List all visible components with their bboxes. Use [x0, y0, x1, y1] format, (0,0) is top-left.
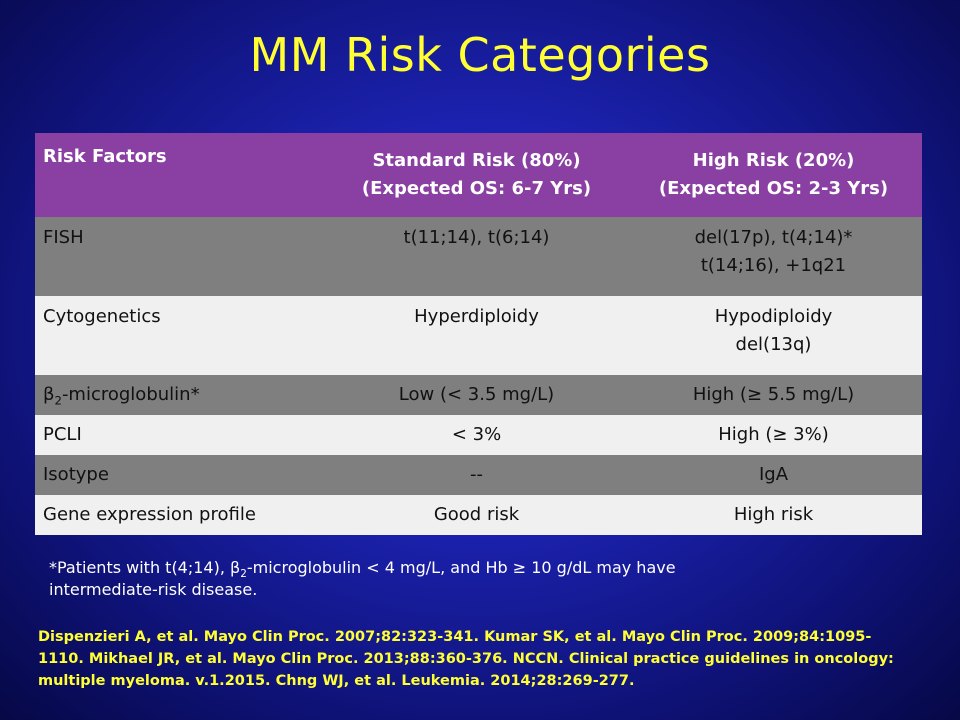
cell-factor: Gene expression profile [35, 495, 328, 535]
cell-factor: Isotype [35, 455, 328, 495]
header-standard-line1: Standard Risk (80%) [372, 150, 581, 171]
table-header-row: Risk Factors Standard Risk (80%) (Expect… [35, 133, 922, 217]
header-high-line1: High Risk (20%) [692, 150, 855, 171]
cell-standard: < 3% [328, 415, 625, 455]
header-standard-line2: (Expected OS: 6-7 Yrs) [361, 178, 592, 199]
cell-standard: Good risk [328, 495, 625, 535]
cell-standard: t(11;14), t(6;14) [328, 217, 625, 296]
table-row-fish: FISH t(11;14), t(6;14) del(17p), t(4;14)… [35, 217, 922, 296]
table-row-isotype: Isotype -- IgA [35, 455, 922, 495]
cell-high: Hypodiploidy del(13q) [625, 296, 922, 375]
table-row-cytogenetics: Cytogenetics Hyperdiploidy Hypodiploidy … [35, 296, 922, 375]
header-high-line2: (Expected OS: 2-3 Yrs) [658, 178, 889, 199]
cell-factor: β2-microglobulin* [35, 375, 328, 415]
reference-line: Dispenzieri A, et al. Mayo Clin Proc. 20… [38, 629, 872, 645]
cell-high: High (≥ 5.5 mg/L) [625, 375, 922, 415]
table-row-pcli: PCLI < 3% High (≥ 3%) [35, 415, 922, 455]
cell-factor: FISH [35, 217, 328, 296]
cell-factor: Cytogenetics [35, 296, 328, 375]
cell-high: del(17p), t(4;14)* t(14;16), +1q21 [625, 217, 922, 296]
footnote: *Patients with t(4;14), β2-microglobulin… [49, 558, 676, 599]
header-standard-risk: Standard Risk (80%) (Expected OS: 6-7 Yr… [328, 133, 625, 217]
cell-high: IgA [625, 455, 922, 495]
reference-line: multiple myeloma. v.1.2015. Chng WJ, et … [38, 673, 635, 689]
slide-title: MM Risk Categories [249, 28, 711, 82]
reference-line: 1110. Mikhael JR, et al. Mayo Clin Proc.… [38, 651, 894, 667]
cell-high: High (≥ 3%) [625, 415, 922, 455]
cell-high: High risk [625, 495, 922, 535]
header-high-risk: High Risk (20%) (Expected OS: 2-3 Yrs) [625, 133, 922, 217]
risk-table: Risk Factors Standard Risk (80%) (Expect… [35, 133, 922, 535]
header-risk-factors: Risk Factors [35, 133, 328, 217]
cell-standard: Hyperdiploidy [328, 296, 625, 375]
cell-factor: PCLI [35, 415, 328, 455]
references: Dispenzieri A, et al. Mayo Clin Proc. 20… [38, 626, 918, 692]
table-row-b2m: β2-microglobulin* Low (< 3.5 mg/L) High … [35, 375, 922, 415]
cell-standard: -- [328, 455, 625, 495]
table-row-gep: Gene expression profile Good risk High r… [35, 495, 922, 535]
cell-standard: Low (< 3.5 mg/L) [328, 375, 625, 415]
